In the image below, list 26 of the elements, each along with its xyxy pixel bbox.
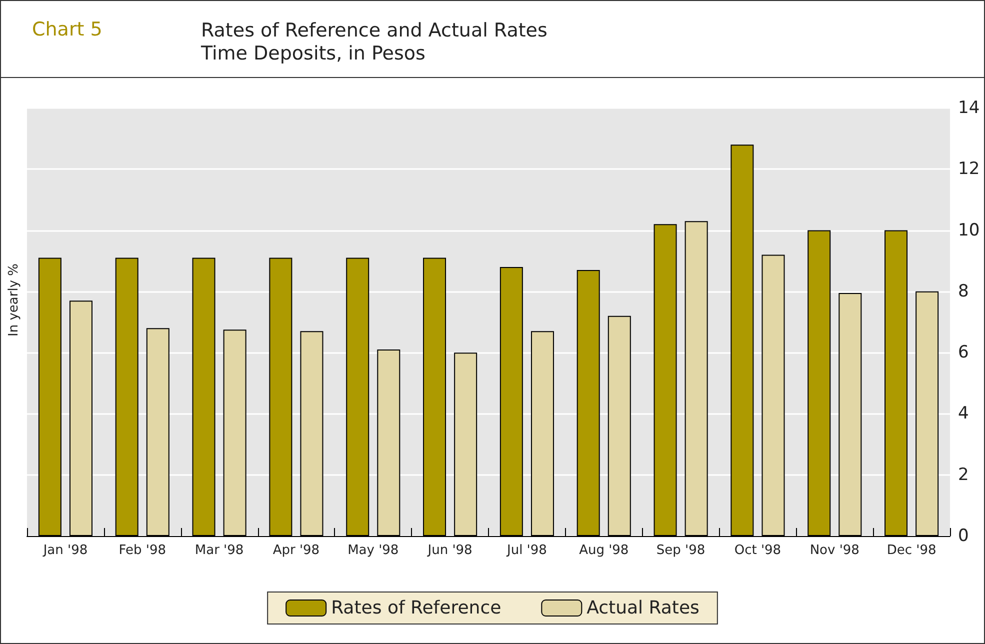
- x-tick-label: Dec '98: [886, 543, 936, 558]
- legend-label: Actual Rates: [586, 598, 700, 618]
- y-tick-label: 8: [958, 281, 969, 302]
- y-tick-label: 0: [958, 526, 969, 546]
- x-tick-label: Apr '98: [272, 543, 320, 558]
- x-tick-label: Nov '98: [810, 543, 860, 558]
- x-tick-label: Sep '98: [656, 543, 706, 558]
- chart-subtitle: Time Deposits, in Pesos: [200, 42, 426, 64]
- y-tick-label: 14: [958, 98, 980, 118]
- chart-title: Rates of Reference and Actual Rates: [201, 20, 548, 42]
- x-tick-label: May '98: [348, 543, 399, 558]
- caption: Chart 5: [32, 18, 102, 40]
- x-tick-label: Aug '98: [579, 543, 629, 558]
- x-tick-label: Feb '98: [118, 543, 166, 558]
- y-tick-label: 12: [958, 159, 980, 180]
- x-tick-label: Oct '98: [734, 543, 782, 558]
- y-axis-title: In yearly %: [6, 264, 22, 336]
- y-tick-label: 10: [958, 220, 980, 240]
- x-tick-label: Jan '98: [42, 543, 88, 558]
- y-tick-label: 4: [958, 404, 969, 424]
- y-tick-label: 2: [958, 464, 969, 485]
- x-tick-label: Mar '98: [194, 543, 244, 558]
- x-tick-label: Jul '98: [506, 543, 547, 558]
- y-tick-label: 6: [958, 342, 969, 363]
- legend-label: Rates of Reference: [331, 598, 502, 618]
- x-tick-label: Jun '98: [426, 543, 472, 558]
